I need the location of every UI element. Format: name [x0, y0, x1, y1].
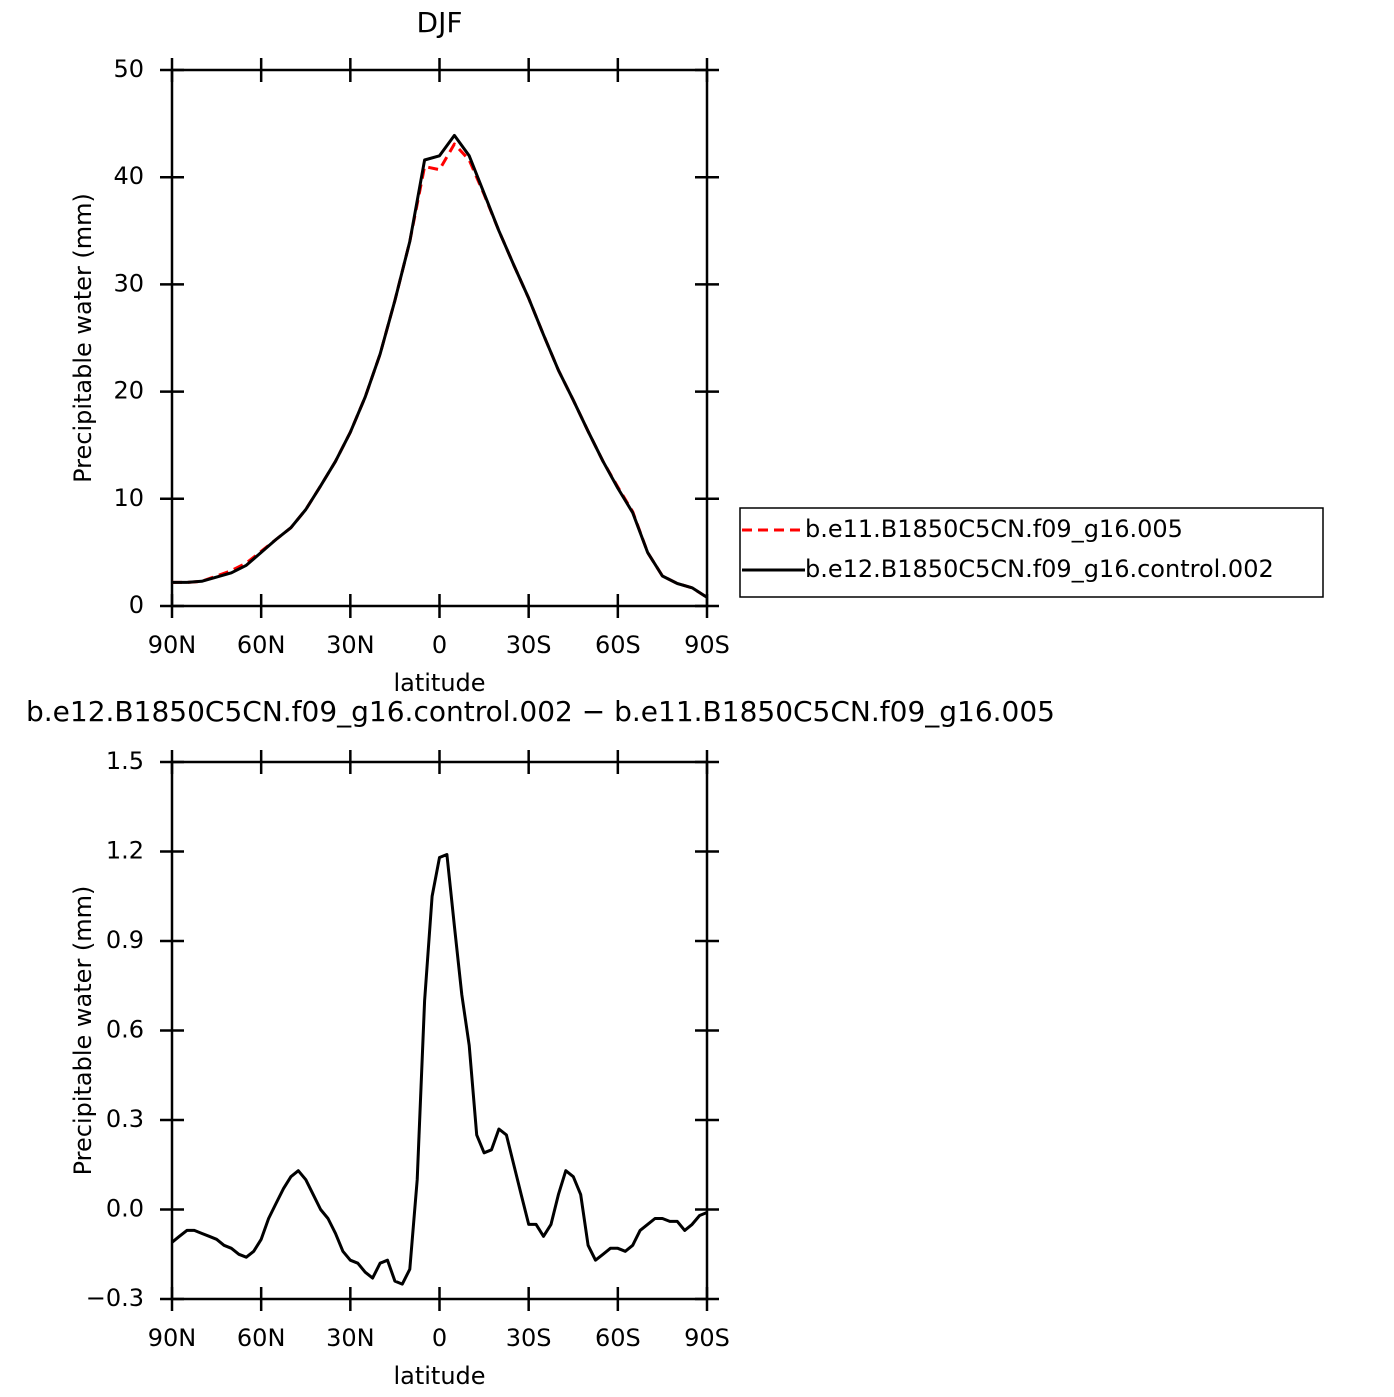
legend-box [739, 507, 1324, 598]
chart-title: b.e12.B1850C5CN.f09_g16.control.002 − b.… [26, 695, 1055, 728]
data-line [171, 853, 708, 1286]
x-tick-label: 90S [684, 631, 730, 659]
plot-frame [170, 760, 709, 1301]
x-tick-label: 60N [237, 631, 286, 659]
plot-frame [170, 68, 709, 608]
x-axis-label: latitude [393, 1362, 485, 1390]
x-tick-label: 0 [432, 631, 447, 659]
y-tick-label: 1.2 [106, 837, 144, 865]
x-tick-label: 30N [326, 631, 375, 659]
y-tick-label: 1.5 [106, 747, 144, 775]
y-tick-label: 0.6 [106, 1016, 144, 1044]
data-line [172, 142, 708, 599]
x-tick-label: 60S [595, 631, 641, 659]
x-tick-label: 60S [595, 1324, 641, 1352]
y-tick-label: 30 [113, 269, 144, 297]
y-axis-label: Precipitable water (mm) [69, 886, 97, 1176]
x-tick-label: 60N [237, 1324, 286, 1352]
x-tick-label: 90N [148, 1324, 197, 1352]
x-tick-label: 90N [148, 631, 197, 659]
x-tick-label: 30S [506, 1324, 552, 1352]
y-tick-label: 20 [113, 377, 144, 405]
y-tick-label: 0 [129, 591, 144, 619]
x-tick-label: 0 [432, 1324, 447, 1352]
y-tick-label: 0.0 [106, 1195, 144, 1223]
y-tick-label: 0.3 [106, 1105, 144, 1133]
legend-label: b.e12.B1850C5CN.f09_g16.control.002 [805, 555, 1274, 583]
data-line [172, 133, 708, 599]
y-tick-label: 0.9 [106, 926, 144, 954]
y-tick-label: −0.3 [86, 1284, 144, 1312]
legend-label: b.e11.B1850C5CN.f09_g16.005 [805, 515, 1183, 543]
x-axis-label: latitude [393, 669, 485, 697]
x-tick-label: 30N [326, 1324, 375, 1352]
x-tick-label: 30S [506, 631, 552, 659]
y-tick-label: 40 [113, 162, 144, 190]
y-tick-label: 50 [113, 55, 144, 83]
chart-title: DJF [417, 6, 463, 39]
x-tick-label: 90S [684, 1324, 730, 1352]
y-tick-label: 10 [113, 484, 144, 512]
y-axis-label: Precipitable water (mm) [69, 193, 97, 483]
